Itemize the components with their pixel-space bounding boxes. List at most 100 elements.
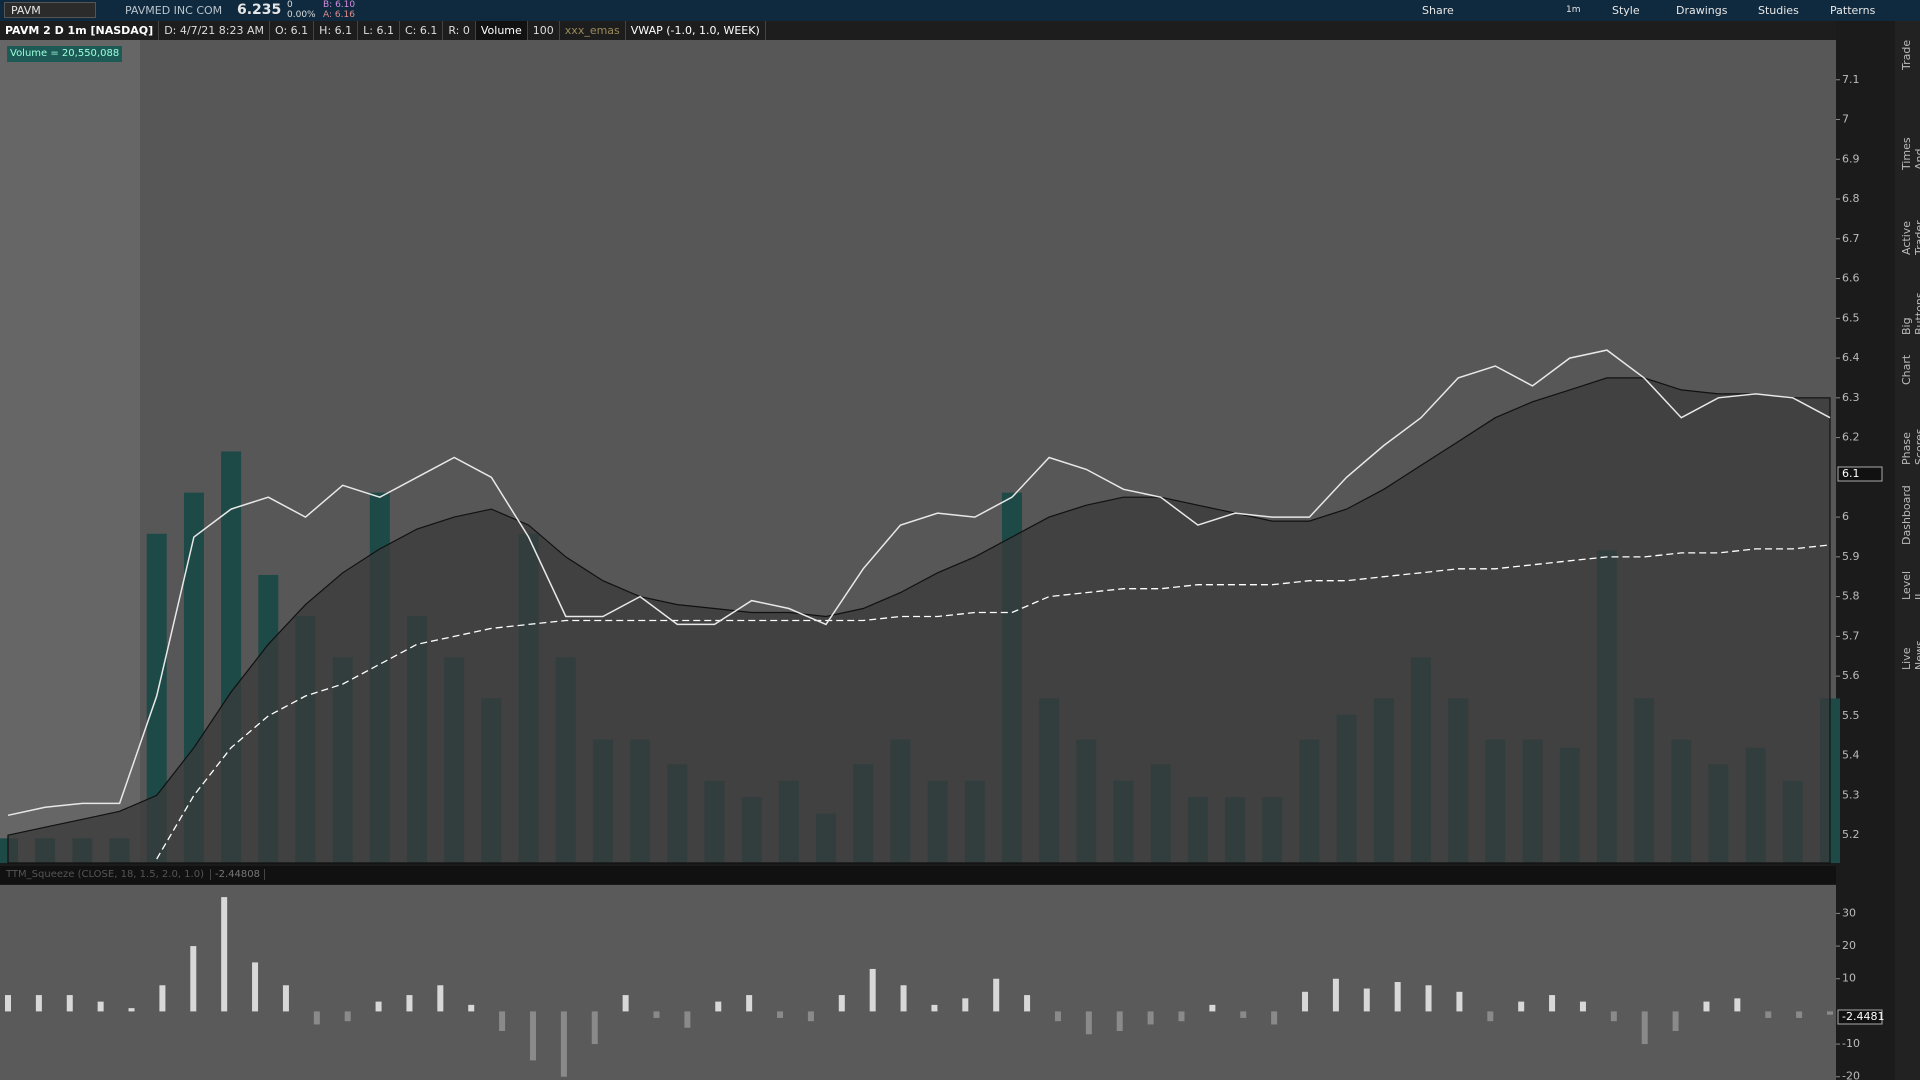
side-tab[interactable]: Trade (1900, 39, 1913, 70)
y-tick-label: 5.4 (1842, 749, 1860, 762)
study-header: TTM_Squeeze (CLOSE, 18, 1.5, 2.0, 1.0) -2… (0, 866, 1836, 884)
squeeze-bar (1302, 991, 1309, 1012)
squeeze-bar (777, 1011, 784, 1018)
squeeze-bar (1240, 1011, 1247, 1018)
y-tick-label: 5.3 (1842, 788, 1860, 801)
squeeze-bar (221, 897, 228, 1012)
info: H: 6.1 (314, 21, 359, 40)
squeeze-bar (1394, 982, 1401, 1012)
squeeze-bar (159, 985, 166, 1012)
squeeze-bar (190, 946, 197, 1012)
squeeze-bar (437, 985, 444, 1012)
squeeze-bar (1487, 1011, 1494, 1022)
study-label[interactable]: xxx_emas (560, 21, 626, 40)
ema-area (7, 377, 1831, 864)
squeeze-bar (97, 1001, 104, 1012)
side-panel (1895, 21, 1920, 1080)
company-name: PAVMED INC COM (125, 4, 223, 17)
style-button[interactable]: Style (1612, 4, 1640, 17)
y-tick-label: 6.4 (1842, 351, 1860, 364)
side-tab[interactable]: Chart (1900, 354, 1913, 385)
premarket-shade (0, 40, 140, 863)
side-tab[interactable]: Live News (1900, 640, 1920, 670)
side-tab[interactable]: Times And Sales (1900, 137, 1920, 170)
squeeze-bar (1765, 1011, 1772, 1018)
y-tick-label: 5.8 (1842, 590, 1860, 603)
squeeze-bar (1085, 1011, 1092, 1035)
squeeze-bar (993, 978, 1000, 1012)
squeeze-bar (375, 1001, 382, 1012)
squeeze-bar (1332, 978, 1339, 1012)
y-tick-label: 6.8 (1842, 192, 1860, 205)
squeeze-bar (1209, 1004, 1216, 1012)
squeeze-bar (1456, 991, 1463, 1012)
y-tick-label: -20 (1842, 1070, 1860, 1080)
y-tick-label: -10 (1842, 1037, 1860, 1050)
info: L: 6.1 (358, 21, 400, 40)
squeeze-bar (252, 962, 259, 1012)
y-tick-label: 6.7 (1842, 232, 1860, 245)
side-tab[interactable]: Big Buttons (1900, 292, 1920, 335)
last-marker: -2.4481 (1842, 1010, 1884, 1023)
squeeze-bar (1054, 1011, 1061, 1022)
info: O: 6.1 (270, 21, 315, 40)
y-tick-label: 6.6 (1842, 272, 1860, 285)
squeeze-bar (1703, 1001, 1710, 1012)
squeeze-bar (1518, 1001, 1525, 1012)
last-marker: 6.1 (1842, 467, 1860, 480)
y-tick-label: 7.1 (1842, 73, 1860, 86)
study-label[interactable]: Volume (475, 21, 528, 40)
y-tick-label: 5.9 (1842, 550, 1860, 563)
squeeze-bar (560, 1011, 567, 1077)
squeeze-bar (1579, 1001, 1586, 1012)
squeeze-bar (1672, 1011, 1679, 1032)
squeeze-bar (1796, 1011, 1803, 1018)
squeeze-bar (1147, 1011, 1154, 1025)
last-marker-box (1837, 466, 1883, 482)
squeeze-bar (128, 1008, 135, 1012)
side-tab[interactable]: Dashboard (1900, 485, 1913, 545)
squeeze-bar (282, 985, 289, 1012)
squeeze-bar (1641, 1011, 1648, 1045)
chart-title: PAVM 2 D 1m [NASDAQ] (0, 21, 160, 40)
y-tick-label: 10 (1842, 972, 1856, 985)
bid: B: 6.10 (323, 0, 356, 10)
study-label[interactable]: VWAP (-1.0, 1.0, WEEK) (626, 21, 766, 40)
squeeze-bar (468, 1004, 475, 1012)
squeeze-bar (931, 1004, 938, 1012)
y-tick-label: 20 (1842, 939, 1856, 952)
squeeze-bar (1116, 1011, 1123, 1032)
side-tab[interactable]: Active Trader (1900, 220, 1920, 255)
squeeze-bar (5, 995, 11, 1012)
y-tick-label: 5.2 (1842, 828, 1860, 841)
squeeze-bar (1549, 995, 1556, 1012)
y-tick-label: 30 (1842, 906, 1856, 919)
squeeze-bar (313, 1011, 320, 1025)
y-tick-label: 5.6 (1842, 669, 1860, 682)
y-tick-label: 7 (1842, 113, 1849, 126)
squeeze-bar (715, 1001, 722, 1012)
patterns-button[interactable]: Patterns (1830, 4, 1876, 17)
y-tick-label: 6.3 (1842, 391, 1860, 404)
studies-button[interactable]: Studies (1758, 4, 1799, 17)
squeeze-bar (344, 1011, 351, 1022)
squeeze-bar (1734, 998, 1741, 1012)
squeeze-bar (1610, 1011, 1617, 1022)
squeeze-bar (1425, 985, 1432, 1012)
price-line (7, 349, 1831, 817)
squeeze-bar (529, 1011, 536, 1061)
y-tick-label: 6.5 (1842, 311, 1860, 324)
timeframe-button[interactable]: 1m (1566, 5, 1581, 15)
symbol-input[interactable]: PAVM (4, 2, 96, 18)
share-button[interactable]: Share (1422, 4, 1454, 17)
squeeze-bar (35, 995, 42, 1012)
y-tick-label: 6.9 (1842, 152, 1860, 165)
squeeze-bar (962, 998, 969, 1012)
change-pct: 0.00% (287, 10, 316, 20)
y-tick-label: 5.5 (1842, 709, 1860, 722)
side-tab[interactable]: Level II (1900, 570, 1920, 600)
drawings-button[interactable]: Drawings (1676, 4, 1728, 17)
study-title[interactable]: TTM_Squeeze (CLOSE, 18, 1.5, 2.0, 1.0) (6, 869, 204, 880)
side-tab[interactable]: Phase Scores (1900, 428, 1920, 465)
squeeze-bar (499, 1011, 506, 1032)
